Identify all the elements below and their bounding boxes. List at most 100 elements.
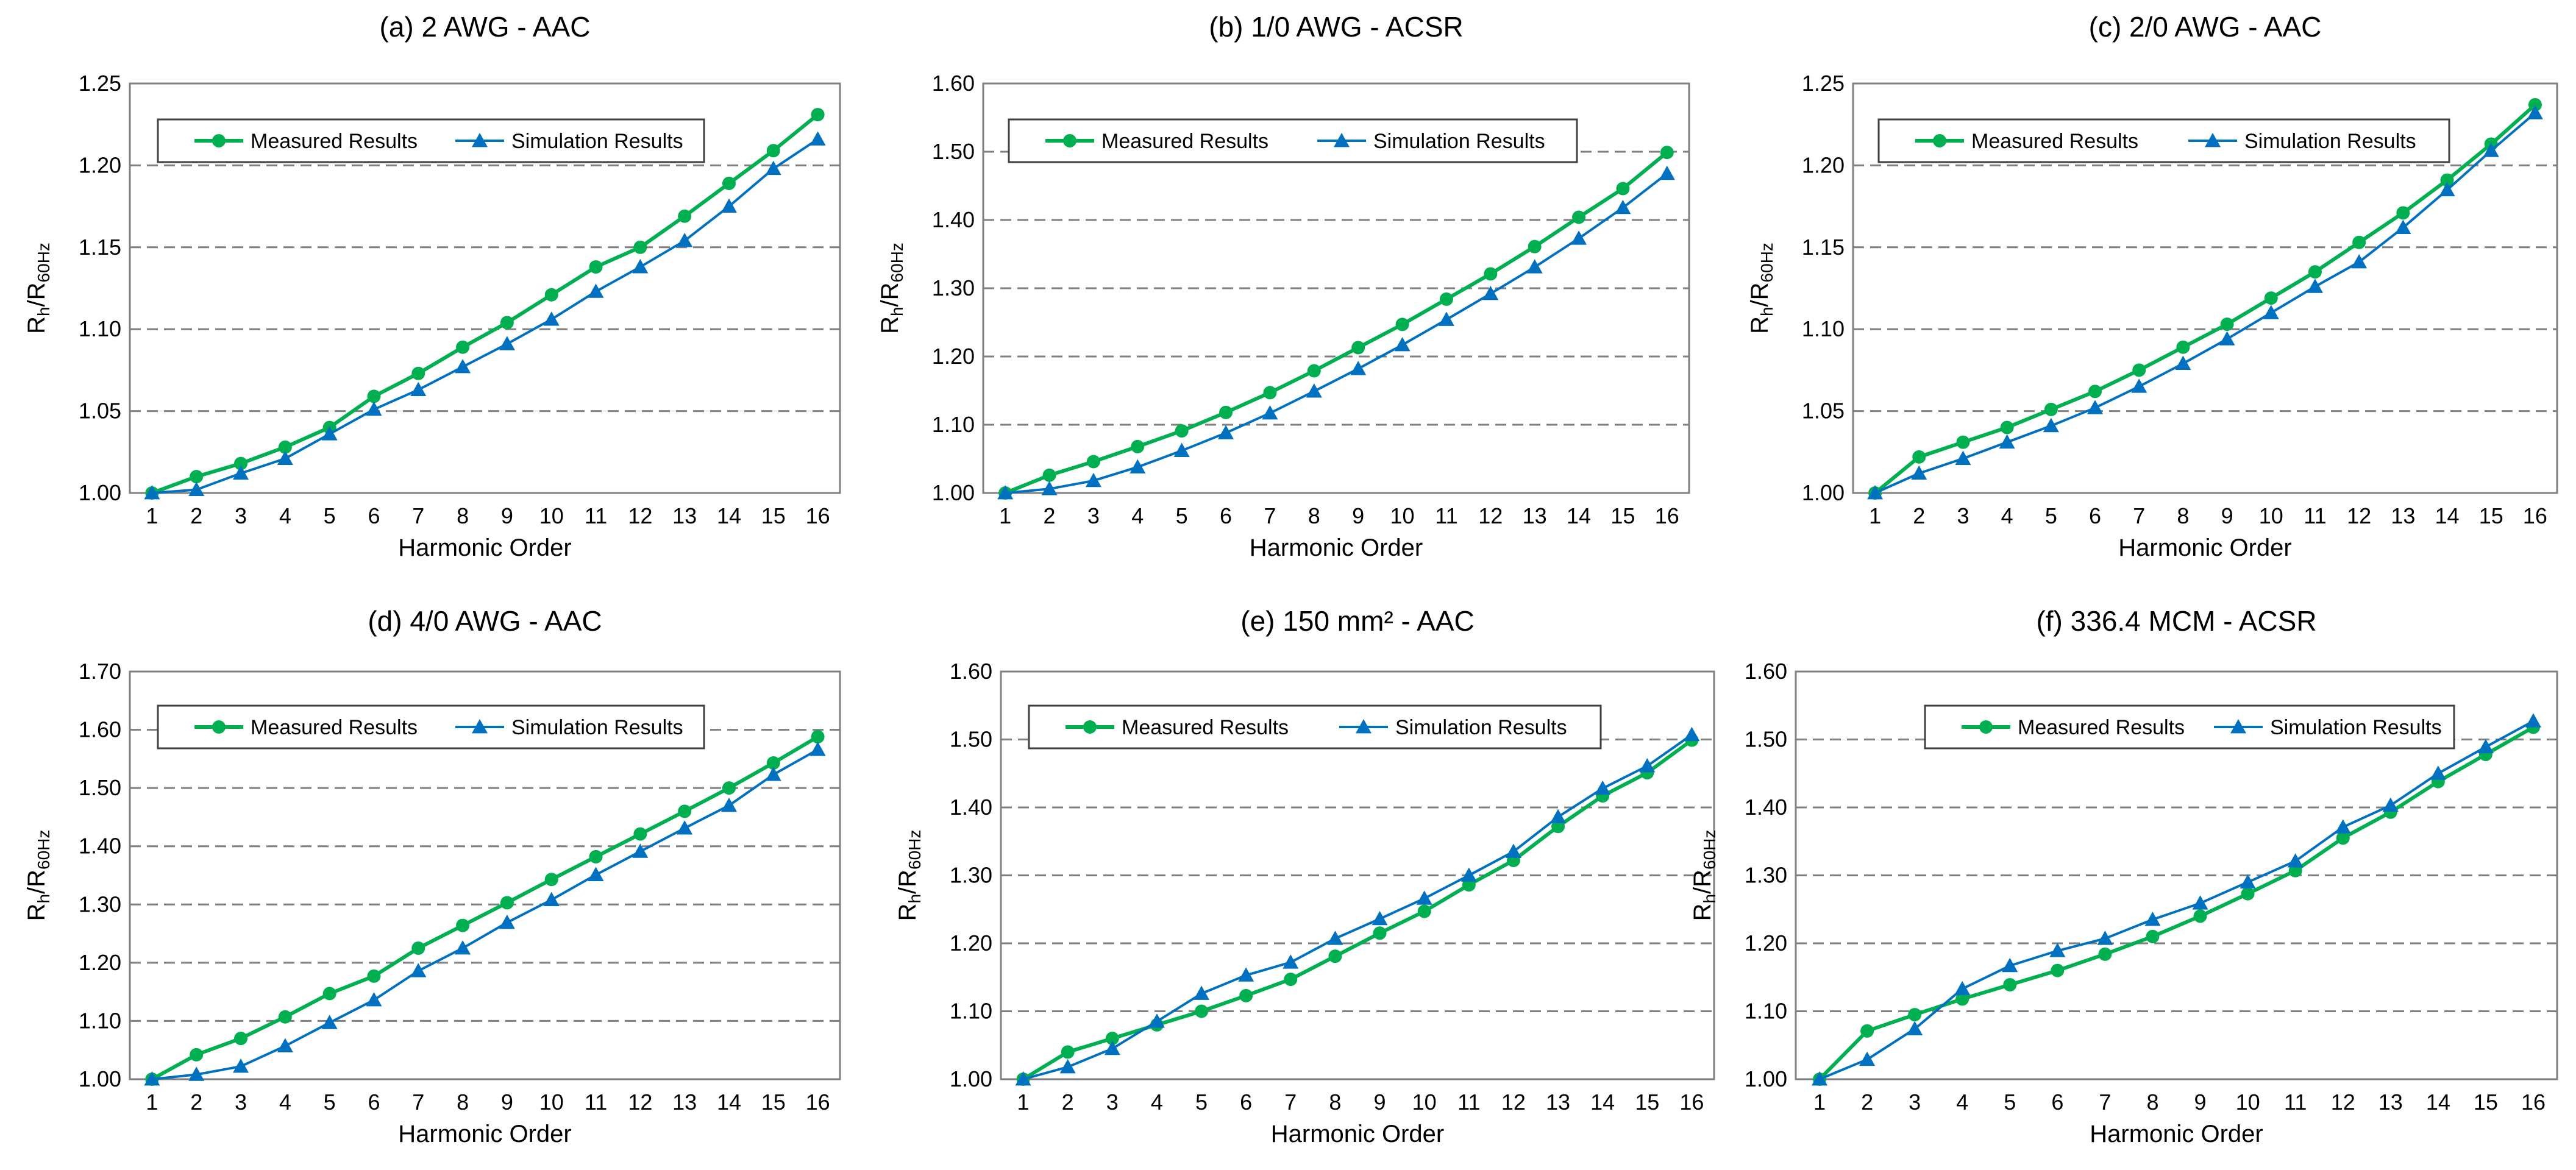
data-point [765, 767, 781, 781]
legend-box [157, 118, 705, 163]
x-tick-label: 14 [1567, 503, 1591, 528]
y-tick-label: 1.00 [1745, 1066, 1787, 1091]
y-tick-label: 1.60 [1745, 659, 1787, 684]
x-tick-label: 3 [235, 1090, 247, 1115]
x-tick-label: 10 [1390, 503, 1415, 528]
y-tick-label: 1.25 [79, 71, 121, 96]
data-point [2477, 739, 2494, 754]
data-point [411, 941, 425, 955]
plot-area [1795, 670, 2558, 1080]
chart-panel-6: (f) 336.4 MCM - ACSR 1.00 1.10 1.20 1.30 1.40… [1689, 605, 2558, 1147]
legend: Measured Results Simulation Results [1028, 704, 1602, 750]
data-point [1416, 890, 1432, 905]
data-point [456, 340, 470, 354]
data-point [1859, 1051, 1876, 1066]
data-point [277, 450, 293, 465]
data-point [1194, 985, 1210, 1000]
data-point [1263, 386, 1277, 400]
data-point [2219, 331, 2235, 346]
y-tick-label: 1.30 [79, 892, 121, 916]
x-tick-label: 2 [1861, 1090, 1873, 1115]
legend-label: Simulation Results [511, 716, 683, 739]
data-point [1130, 459, 1146, 473]
x-tick-label: 6 [2089, 503, 2101, 528]
x-tick-label: 6 [1220, 503, 1232, 528]
x-tick-label: 13 [1546, 1090, 1570, 1115]
data-point [2382, 797, 2399, 812]
data-point [2097, 931, 2113, 945]
series-simulation [1015, 726, 1700, 1086]
data-point [2264, 291, 2278, 305]
x-tick-label: 14 [1590, 1090, 1615, 1115]
data-point [410, 963, 427, 977]
data-point [2263, 305, 2279, 319]
x-tick-label: 12 [1478, 503, 1503, 528]
legend-marker [2230, 719, 2246, 734]
y-tick-label: 1.25 [1802, 71, 1845, 96]
data-point [1999, 434, 2015, 449]
y-axis-title: Rh/R60Hz [894, 830, 924, 921]
data-point [589, 849, 603, 863]
x-tick-label: 12 [628, 503, 652, 528]
legend-box [157, 704, 705, 750]
x-tick-label: 10 [539, 1090, 564, 1115]
x-tick-label: 11 [585, 1090, 607, 1115]
data-point [2336, 831, 2350, 845]
data-point [544, 873, 558, 887]
data-point [1042, 468, 1056, 482]
x-tick-label: 2 [190, 1090, 202, 1115]
legend: Measured Results Simulation Results [157, 118, 705, 163]
data-point [809, 742, 826, 756]
x-tick-label: 9 [2221, 503, 2233, 528]
legend-label: Simulation Results [511, 130, 683, 153]
data-point [1284, 973, 1298, 987]
x-tick-label: 8 [457, 1090, 469, 1115]
series-line [1874, 103, 2536, 495]
data-point [1327, 931, 1343, 945]
data-point [1086, 455, 1100, 469]
data-point [2044, 402, 2058, 416]
data-point [188, 1066, 205, 1081]
plot-area [129, 82, 841, 494]
y-tick-label: 1.05 [1802, 399, 1845, 424]
data-point [1526, 259, 1543, 274]
y-axis-title: Rh/R60Hz [1746, 243, 1776, 334]
x-tick-label: 7 [1284, 1090, 1297, 1115]
y-tick-label: 1.40 [932, 207, 975, 232]
plot-area [982, 82, 1690, 494]
chart-title: (e) 150 mm² - AAC [1240, 605, 1474, 637]
chart-title: (a) 2 AWG - AAC [380, 11, 591, 43]
x-tick-label: 11 [1457, 1090, 1480, 1115]
data-point [2049, 943, 2066, 957]
y-tick-label: 1.50 [79, 775, 121, 800]
data-point [2002, 957, 2018, 973]
y-tick-label: 1.50 [932, 139, 975, 164]
y-tick-label: 1.10 [1745, 999, 1787, 1024]
x-tick-label: 8 [1329, 1090, 1341, 1115]
series-measured [998, 146, 1674, 500]
series-measured [1813, 720, 2540, 1086]
data-point [1660, 146, 1674, 160]
y-tick-label: 1.10 [1802, 316, 1845, 341]
y-axis-title: Rh/R60Hz [23, 830, 53, 921]
x-tick-label: 11 [2304, 503, 2326, 528]
data-point [2000, 420, 2014, 434]
legend-label: Simulation Results [1373, 130, 1545, 153]
data-point [455, 359, 471, 374]
data-point [1328, 949, 1342, 963]
y-tick-label: 1.20 [1745, 931, 1787, 956]
data-point [2335, 819, 2351, 834]
x-tick-label: 9 [1352, 503, 1364, 528]
data-point [1131, 439, 1145, 453]
y-tick-label: 1.20 [79, 152, 121, 177]
data-point [2176, 340, 2190, 354]
legend-label: Simulation Results [1395, 716, 1567, 739]
data-point [144, 485, 160, 500]
chart-panel-4: (d) 4/0 AWG - AAC 1.00 1.10 1.20 1.30 1.40 1.5… [23, 605, 841, 1147]
x-tick-label: 7 [2133, 503, 2145, 528]
x-tick-label: 9 [1374, 1090, 1386, 1115]
data-point [411, 366, 425, 380]
legend: Measured Results Simulation Results [157, 704, 705, 750]
y-tick-label: 1.00 [932, 480, 975, 505]
